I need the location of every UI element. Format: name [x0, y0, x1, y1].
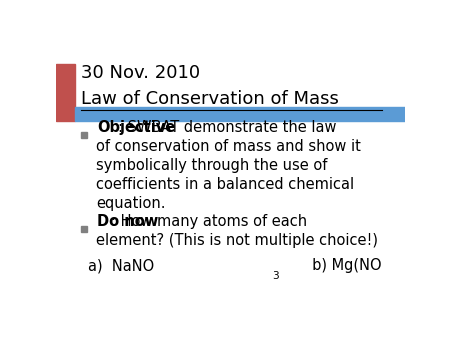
- Text: Objective: Objective: [97, 120, 176, 135]
- Bar: [56, 64, 76, 121]
- Text: of conservation of mass and show it: of conservation of mass and show it: [96, 139, 361, 154]
- Text: Law of Conservation of Mass: Law of Conservation of Mass: [81, 90, 338, 108]
- Text: : How many atoms of each: : How many atoms of each: [112, 214, 307, 229]
- Text: equation.: equation.: [96, 196, 166, 211]
- Text: 30 Nov. 2010: 30 Nov. 2010: [81, 64, 200, 82]
- Text: element? (This is not multiple choice!): element? (This is not multiple choice!): [96, 233, 378, 248]
- Text: symbolically through the use of: symbolically through the use of: [96, 158, 328, 173]
- Bar: [81, 132, 87, 138]
- Text: 3: 3: [272, 271, 279, 281]
- Text: a)  NaNO: a) NaNO: [88, 259, 154, 273]
- Text: b) Mg(NO: b) Mg(NO: [289, 259, 382, 273]
- Bar: [76, 107, 405, 121]
- Text: coefficients in a balanced chemical: coefficients in a balanced chemical: [96, 177, 354, 192]
- Text: : SWBAT demonstrate the law: : SWBAT demonstrate the law: [118, 120, 337, 135]
- Bar: [81, 225, 87, 232]
- Text: Do now: Do now: [97, 214, 159, 229]
